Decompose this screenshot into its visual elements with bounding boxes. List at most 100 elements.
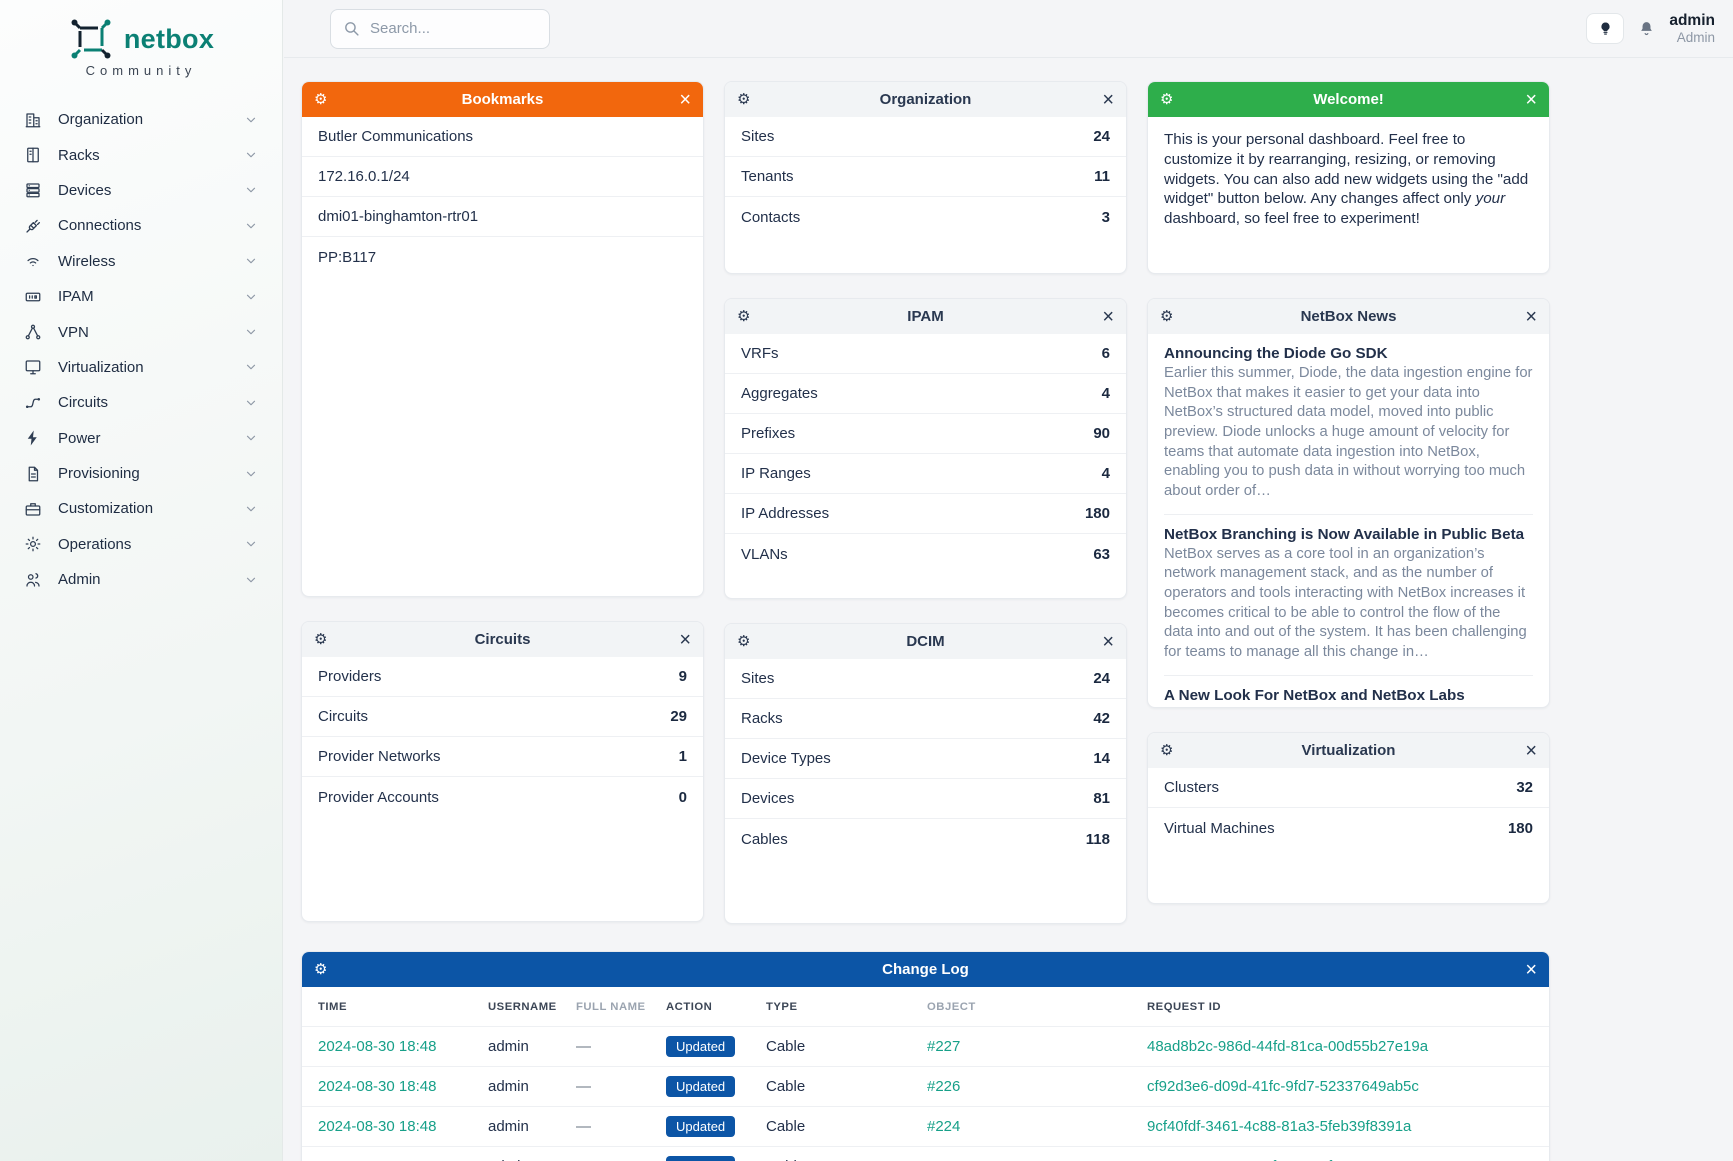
gear-icon[interactable]: ⚙ [314,631,328,648]
stat-row[interactable]: IP Addresses 180 [725,494,1126,534]
sidebar-item-admin[interactable]: Admin [10,562,272,597]
close-icon[interactable]: × [1102,305,1114,328]
sidebar-item-wireless[interactable]: Wireless [10,244,272,279]
gear-icon[interactable]: ⚙ [737,308,751,325]
change-time-link[interactable]: 2024-08-30 18:48 [318,1038,437,1055]
bookmark-item[interactable]: 172.16.0.1/24 [302,157,703,197]
sidebar-item-customization[interactable]: Customization [10,491,272,526]
close-icon[interactable]: × [1102,88,1114,111]
stat-row[interactable]: Providers 9 [302,657,703,697]
chevron-down-icon [244,113,258,127]
user-name: admin [1669,12,1715,30]
stat-row[interactable]: Sites 24 [725,117,1126,157]
stat-row[interactable]: Devices 81 [725,779,1126,819]
stat-label: Device Types [741,750,831,767]
change-object-link[interactable]: #226 [927,1078,961,1095]
stat-value: 4 [1101,385,1110,402]
sidebar-item-organization[interactable]: Organization [10,102,272,137]
stat-row[interactable]: Circuits 29 [302,697,703,737]
request-id-link[interactable]: cf92d3e6-d09d-41fc-9fd7-52337649ab5c [1147,1078,1419,1095]
change-type: Cable [750,1026,911,1067]
sidebar-item-label: Virtualization [58,358,144,376]
change-object-link[interactable]: #224 [927,1118,961,1135]
stat-row[interactable]: Cables 118 [725,819,1126,859]
brand-block[interactable]: netbox Community [0,12,282,102]
column-header-time[interactable]: TIME [302,987,472,1027]
bookmarks-widget-header: ⚙ Bookmarks × [302,82,703,117]
bookmark-item[interactable]: PP:B117 [302,237,703,277]
sidebar-item-power[interactable]: Power [10,421,272,456]
change-object-link[interactable]: #224 [927,1158,960,1161]
sidebar-item-racks[interactable]: Racks [10,137,272,172]
circuit-icon [24,394,42,412]
change-time-link[interactable]: 2024-08-30 18:47 [318,1158,436,1161]
stat-label: Virtual Machines [1164,819,1275,837]
column-header-action[interactable]: ACTION [650,987,750,1027]
sidebar-item-ipam[interactable]: IPAM [10,279,272,314]
close-icon[interactable]: × [1525,958,1537,981]
cog-icon [24,535,42,553]
stat-row[interactable]: Tenants 11 [725,157,1126,197]
change-time-link[interactable]: 2024-08-30 18:48 [318,1078,437,1095]
close-icon[interactable]: × [679,88,691,111]
gear-icon[interactable]: ⚙ [737,91,751,108]
sidebar-item-circuits[interactable]: Circuits [10,385,272,420]
sidebar-item-label: VPN [58,323,89,341]
stat-row[interactable]: IP Ranges 4 [725,454,1126,494]
stat-row[interactable]: Prefixes 90 [725,414,1126,454]
server-icon [24,181,42,199]
column-header-request-id[interactable]: REQUEST ID [1131,987,1549,1027]
stat-row[interactable]: Clusters 32 [1148,768,1549,808]
sidebar-item-operations[interactable]: Operations [10,527,272,562]
column-header-type[interactable]: TYPE [750,987,911,1027]
gear-icon[interactable]: ⚙ [737,633,751,650]
sidebar-item-provisioning[interactable]: Provisioning [10,456,272,491]
stat-row[interactable]: Sites 24 [725,659,1126,699]
stat-row[interactable]: VLANs 63 [725,534,1126,574]
sidebar-item-label: Wireless [58,252,116,270]
sidebar-item-connections[interactable]: Connections [10,208,272,243]
gear-icon[interactable]: ⚙ [1160,91,1174,108]
gear-icon[interactable]: ⚙ [1160,742,1174,759]
stat-row[interactable]: Device Types 14 [725,739,1126,779]
stat-label: Clusters [1164,779,1220,796]
news-article[interactable]: Announcing the Diode Go SDK Earlier this… [1164,334,1533,515]
stat-row[interactable]: VRFs 6 [725,334,1126,374]
gear-icon[interactable]: ⚙ [314,91,328,108]
sidebar-item-virtualization[interactable]: Virtualization [10,350,272,385]
request-id-link[interactable]: 48ad8b2c-986d-44fd-81ca-00d55b27e19a [1147,1038,1429,1055]
gear-icon[interactable]: ⚙ [314,961,328,978]
close-icon[interactable]: × [679,628,691,651]
bookmark-item[interactable]: dmi01-binghamton-rtr01 [302,197,703,237]
stat-row[interactable]: Contacts 3 [725,197,1126,237]
bookmark-item[interactable]: Butler Communications [302,117,703,157]
request-id-link[interactable]: 9cf40fdf-3461-4c88-81a3-5feb39f8391a [1147,1118,1412,1135]
column-header-username[interactable]: USERNAME [472,987,560,1027]
search-box[interactable] [330,8,550,49]
bell-icon[interactable] [1637,19,1656,38]
widget-title: Change Log [882,961,969,978]
change-object-link[interactable]: #227 [927,1038,961,1055]
close-icon[interactable]: × [1525,88,1537,111]
close-icon[interactable]: × [1525,739,1537,762]
request-id-link[interactable]: 7a3c4a3a-aac0-47f9-9046-f89391c907c3 [1147,1158,1422,1161]
close-icon[interactable]: × [1102,630,1114,653]
user-menu[interactable]: admin Admin [1669,12,1715,44]
stat-row[interactable]: Virtual Machines 180 [1148,808,1549,848]
theme-toggle-button[interactable] [1586,13,1625,44]
topbar: admin Admin [284,0,1733,58]
stat-value: 6 [1101,345,1110,362]
search-input[interactable] [370,20,537,37]
change-time-link[interactable]: 2024-08-30 18:48 [318,1118,437,1135]
stat-row[interactable]: Provider Networks 1 [302,737,703,777]
news-article[interactable]: NetBox Branching is Now Available in Pub… [1164,515,1533,676]
stat-row[interactable]: Racks 42 [725,699,1126,739]
sidebar-item-vpn[interactable]: VPN [10,314,272,349]
change-full-name: — [560,1026,650,1067]
sidebar-item-devices[interactable]: Devices [10,173,272,208]
stat-row[interactable]: Provider Accounts 0 [302,777,703,817]
stat-row[interactable]: Aggregates 4 [725,374,1126,414]
gear-icon[interactable]: ⚙ [1160,308,1174,325]
news-article[interactable]: A New Look For NetBox and NetBox Labs [1164,676,1533,707]
close-icon[interactable]: × [1525,305,1537,328]
